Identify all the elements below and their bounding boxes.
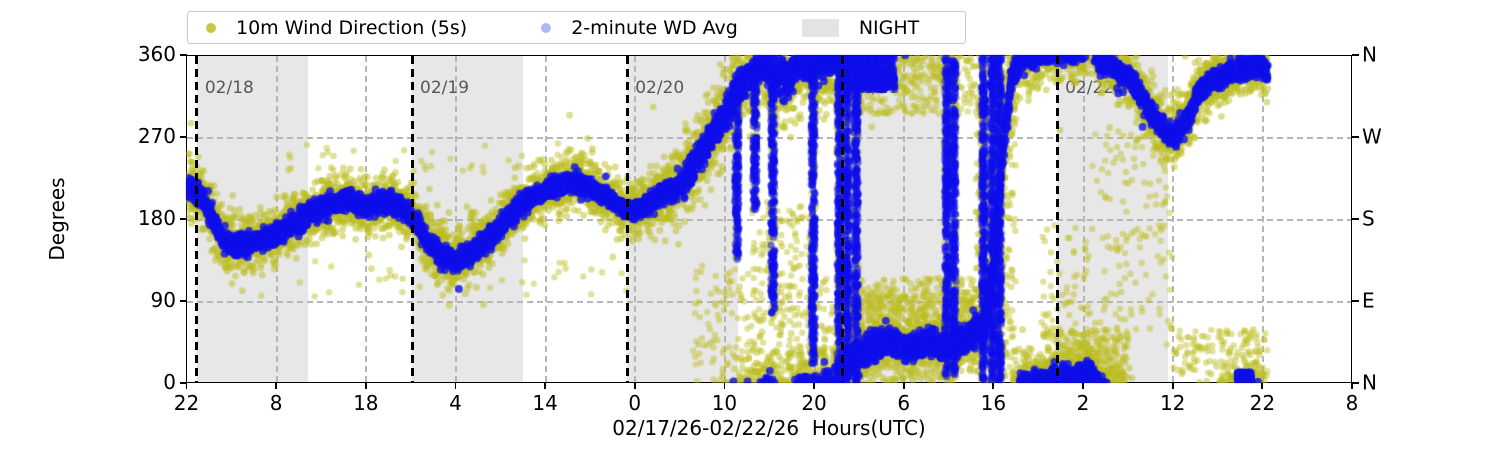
x-tick-label: 12 <box>1159 391 1186 415</box>
day-boundary-line <box>1055 56 1059 382</box>
x-tick-mark <box>1261 383 1264 389</box>
x-tick-label: 16 <box>980 391 1007 415</box>
day-boundary-line <box>195 56 199 382</box>
x-tick-label: 22 <box>173 391 200 415</box>
y-tick-label-compass: W <box>1362 124 1382 149</box>
vertical-gridline <box>1261 56 1264 382</box>
legend-box: 10m Wind Direction (5s) 2-minute WD Avg … <box>187 11 966 44</box>
y-tick-mark-right <box>1352 382 1359 384</box>
y-tick-mark-right <box>1352 300 1359 302</box>
x-tick-mark <box>813 383 815 389</box>
olive-dot-marker-icon <box>206 22 216 33</box>
y-tick-label-degrees: 270 <box>137 123 176 148</box>
legend-item-2min-avg: 2-minute WD Avg <box>541 17 738 39</box>
legend-label: 10m Wind Direction (5s) <box>236 16 468 39</box>
day-label: 02/22 <box>1065 78 1115 98</box>
vertical-gridline <box>1082 56 1085 382</box>
x-tick-label: 22 <box>1249 391 1276 415</box>
y-tick-mark-left <box>179 382 187 384</box>
x-tick-label: 18 <box>353 391 379 415</box>
y-tick-label-compass: N <box>1362 42 1377 67</box>
horizontal-gridline <box>187 219 1351 221</box>
y-tick-label-compass: S <box>1362 206 1375 231</box>
x-axis-title: 02/17/26-02/22/26 Hours(UTC) <box>612 416 926 440</box>
vertical-gridline <box>1172 56 1175 382</box>
x-tick-mark <box>185 383 188 389</box>
x-tick-label: 10 <box>711 391 738 415</box>
y-tick-mark-left <box>179 54 187 56</box>
vertical-gridline <box>634 56 637 382</box>
x-tick-label: 8 <box>1345 391 1359 415</box>
day-label: 02/18 <box>204 78 254 98</box>
x-tick-mark <box>364 383 367 389</box>
y-tick-label-degrees: 90 <box>150 287 176 312</box>
day-boundary-line <box>840 56 844 382</box>
x-tick-label: 6 <box>897 391 911 415</box>
y-tick-label-degrees: 180 <box>137 205 176 230</box>
x-tick-label: 8 <box>269 391 283 415</box>
vertical-gridline <box>992 56 995 382</box>
legend-label: NIGHT <box>858 16 920 39</box>
x-tick-mark <box>275 383 278 389</box>
vertical-gridline <box>454 56 457 382</box>
vertical-gridline <box>813 56 816 382</box>
x-tick-mark <box>1171 383 1174 389</box>
y-tick-mark-right <box>1352 218 1359 220</box>
legend-label: 2-minute WD Avg <box>571 16 738 39</box>
x-tick-label: 2 <box>1076 391 1090 415</box>
x-tick-label: 4 <box>449 391 462 415</box>
night-patch-icon <box>801 18 839 37</box>
plot-area: 02/18 02/19 02/20 02/21 02/22 <box>186 55 1352 383</box>
y-axis-title: Degrees <box>45 177 69 261</box>
day-boundary-line <box>625 56 629 382</box>
vertical-gridline <box>544 56 547 382</box>
x-tick-label: 14 <box>532 391 558 415</box>
vertical-gridline <box>723 56 726 382</box>
y-tick-label-degrees: 360 <box>137 41 176 66</box>
x-tick-label: 20 <box>801 391 827 415</box>
vertical-gridline <box>903 56 906 382</box>
day-boundary-line <box>410 56 414 382</box>
y-tick-label-degrees: 0 <box>163 369 176 394</box>
y-tick-mark-right <box>1352 136 1359 138</box>
y-tick-label-compass: E <box>1362 288 1375 313</box>
x-tick-mark <box>454 383 457 389</box>
x-tick-mark <box>1351 383 1353 389</box>
x-tick-mark <box>544 383 546 389</box>
vertical-gridline <box>275 56 278 382</box>
x-tick-label: 0 <box>628 391 642 415</box>
horizontal-gridline <box>187 137 1351 139</box>
y-tick-mark-left <box>179 136 187 138</box>
y-tick-label-compass: N <box>1362 370 1377 395</box>
y-tick-mark-right <box>1352 54 1359 56</box>
x-tick-mark <box>1082 383 1084 389</box>
legend-item-night: NIGHT <box>801 16 920 39</box>
x-tick-mark <box>633 383 636 389</box>
x-tick-mark <box>902 383 905 389</box>
horizontal-gridline <box>187 301 1351 303</box>
y-tick-mark-left <box>179 218 187 220</box>
day-label: 02/19 <box>420 78 470 98</box>
vertical-gridline <box>365 56 368 382</box>
x-tick-mark <box>992 383 995 389</box>
day-label: 02/21 <box>850 78 900 98</box>
day-label: 02/20 <box>635 78 685 98</box>
y-tick-mark-left <box>179 300 187 302</box>
blue-dot-marker-icon <box>541 22 552 33</box>
x-tick-mark <box>723 383 726 389</box>
legend-item-5s-wind: 10m Wind Direction (5s) <box>206 17 467 39</box>
